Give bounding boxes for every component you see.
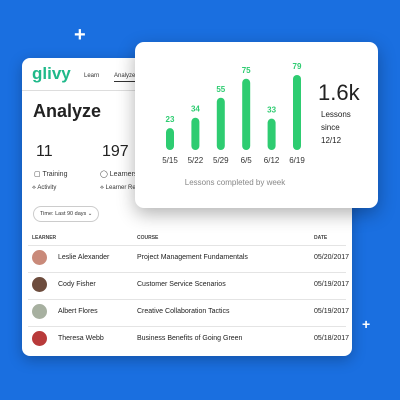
bar <box>166 128 174 150</box>
stat-label: ◯ Learners <box>100 171 138 178</box>
x-tick-label: 6/12 <box>264 156 280 165</box>
logo: glivy <box>32 64 71 83</box>
table-cell: Theresa Webb <box>58 335 104 342</box>
x-tick-label: 6/5 <box>241 156 253 165</box>
table-cell: Customer Service Scenarios <box>137 281 226 288</box>
avatar <box>32 250 47 265</box>
plus-icon: + <box>362 316 371 332</box>
column-header: LEARNER <box>32 235 57 241</box>
stat-link-text[interactable]: Activity <box>37 185 57 191</box>
x-tick-label: 5/22 <box>188 156 204 165</box>
stat-label: ▢ Training <box>34 171 68 178</box>
table-cell: Project Management Fundamentals <box>137 254 248 261</box>
avatar <box>32 304 47 319</box>
page-heading: Analyze <box>33 101 102 121</box>
table-cell: Business Benefits of Going Green <box>137 335 243 342</box>
avatar <box>32 277 47 292</box>
plus-icon: + <box>74 24 86 46</box>
value-label: 55 <box>216 85 225 94</box>
column-header: COURSE <box>137 235 159 241</box>
nav-item[interactable]: Learn <box>84 73 100 79</box>
summary-value: 1.6k <box>318 80 360 105</box>
row-divider <box>28 272 346 273</box>
chart: 23 5/15 34 5/22 55 5/29 75 6/5 33 6/12 79 6/19 Lesso… <box>162 62 305 187</box>
value-label: 23 <box>166 115 175 124</box>
value-label: 34 <box>191 105 200 114</box>
value-label: 79 <box>293 62 302 71</box>
chart-caption: Lessons completed by week <box>185 178 287 187</box>
row-divider <box>28 299 346 300</box>
chart-card: 23 5/15 34 5/22 55 5/29 75 6/5 33 6/12 79 6/19 Lesso… <box>135 42 378 208</box>
table-cell: 05/18/2017 <box>314 335 350 342</box>
table-cell: 05/20/2017 <box>314 254 350 261</box>
column-header: DATE <box>314 235 328 241</box>
filter-dropdown[interactable]: Time: Last 90 days ⌄ <box>33 206 100 222</box>
bar <box>267 118 276 150</box>
bar <box>191 117 200 150</box>
filter-text[interactable]: Time: Last 90 days <box>40 211 87 217</box>
row-divider <box>28 245 346 246</box>
table-cell: Leslie Alexander <box>58 254 110 261</box>
stat-value: 197 <box>102 143 129 160</box>
table-cell: Creative Collaboration Tactics <box>137 308 230 315</box>
x-tick-label: 5/15 <box>162 156 178 165</box>
value-label: 33 <box>267 106 276 115</box>
value-label: 75 <box>242 66 251 75</box>
table-cell: 05/19/2017 <box>314 308 350 315</box>
nav-item[interactable]: Analyze <box>114 73 136 82</box>
bar <box>216 97 225 150</box>
row-divider <box>28 326 346 327</box>
bar <box>242 78 251 150</box>
table-cell: 05/19/2017 <box>314 281 350 288</box>
avatar <box>32 331 47 346</box>
summary-label: Lessons since 12/12 <box>321 110 351 145</box>
bar <box>293 74 301 150</box>
stat-label-text: Training <box>42 171 68 178</box>
table-cell: Albert Flores <box>58 308 98 315</box>
stat-link[interactable]: ⟡ Learner Reports <box>100 185 149 191</box>
stat-link-text[interactable]: Learner Reports <box>105 185 149 191</box>
stat-link[interactable]: ⟡ Activity <box>32 185 57 191</box>
x-tick-label: 5/29 <box>213 156 229 165</box>
x-tick-label: 6/19 <box>289 156 305 165</box>
stat-value: 11 <box>36 143 53 160</box>
table-cell: Cody Fisher <box>58 281 96 288</box>
stat-label-text: Learners <box>109 171 138 178</box>
